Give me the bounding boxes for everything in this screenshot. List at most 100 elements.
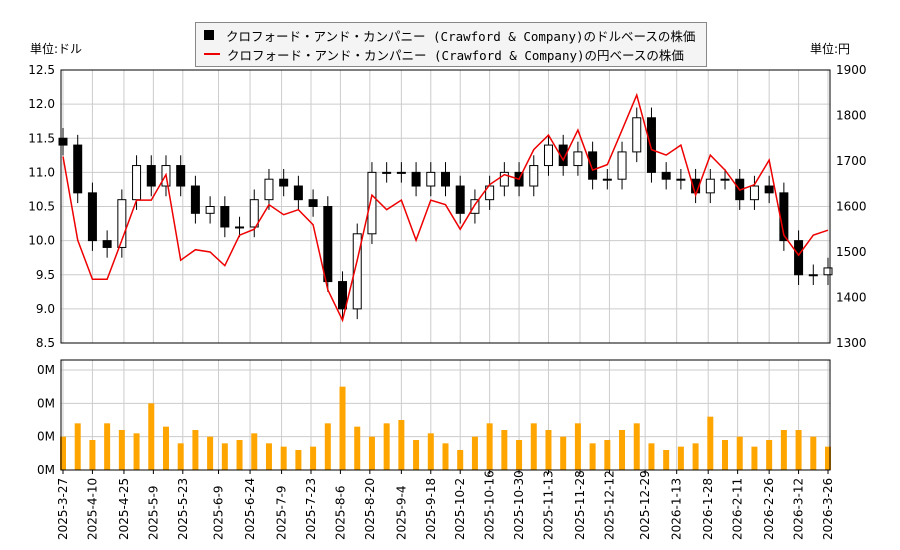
legend-item-usd: クロフォード・アンド・カンパニー (Crawford & Company)のドル…: [204, 26, 695, 44]
y-left-tick-label: 10.5: [28, 200, 55, 214]
legend-item-jpy: クロフォード・アンド・カンパニー (Crawford & Company)の円ベ…: [204, 45, 684, 63]
candle: [132, 165, 142, 201]
candle: [73, 144, 83, 194]
volume-tick-label: 0M: [37, 363, 55, 377]
candle: [749, 185, 759, 201]
candle: [352, 233, 362, 310]
y-left-tick-label: 12.5: [28, 63, 55, 77]
volume-plot-frame: [60, 359, 831, 471]
candle: [235, 226, 245, 229]
volume-bar: [310, 446, 317, 470]
volume-bar: [545, 430, 552, 470]
volume-bar: [780, 430, 787, 470]
volume-bar: [648, 443, 655, 470]
jpy-price-line: [62, 92, 829, 323]
volume-bar: [692, 443, 699, 470]
y-right-tick-label: 1400: [836, 291, 867, 305]
candle: [794, 240, 804, 276]
volume-bar: [74, 423, 81, 470]
y-left-tick-label: 9.0: [36, 302, 55, 316]
volume-bar: [339, 386, 346, 470]
x-tick-label: 2026-1-13: [670, 478, 684, 540]
candle: [396, 171, 406, 174]
x-tick-label: 2025-11-28: [573, 470, 587, 540]
volume-bar: [295, 450, 302, 470]
candle: [705, 178, 715, 194]
y-left-tick-label: 8.5: [36, 336, 55, 350]
candle: [367, 171, 377, 235]
volume-bar: [530, 423, 537, 470]
candle: [808, 274, 818, 277]
candle: [323, 206, 333, 283]
volume-bar: [707, 416, 714, 470]
x-tick-label: 2026-3-26: [821, 478, 835, 540]
x-tick-label: 2025-6-9: [212, 486, 226, 540]
candle: [485, 185, 495, 201]
candle: [382, 171, 392, 174]
volume-bar: [589, 443, 596, 470]
volume-bar: [604, 440, 611, 470]
volume-bar: [457, 450, 464, 470]
volume-bar: [192, 430, 199, 470]
y-right-tick-label: 1800: [836, 109, 867, 123]
volume-bar: [766, 440, 773, 470]
candle: [58, 137, 68, 146]
volume-bar: [722, 440, 729, 470]
candle: [249, 199, 259, 228]
volume-bar: [516, 440, 523, 470]
volume-bar: [280, 446, 287, 470]
x-tick-label: 2025-8-20: [363, 478, 377, 540]
legend-swatch-jpy: [204, 53, 220, 55]
candle: [646, 117, 656, 173]
x-tick-label: 2025-12-29: [638, 470, 652, 540]
volume-bar: [148, 403, 155, 470]
x-tick-label: 2026-2-11: [731, 478, 745, 540]
x-tick-label: 2025-10-16: [483, 470, 497, 540]
candle: [264, 178, 274, 201]
candle: [573, 151, 583, 167]
y-right-tick-label: 1300: [836, 336, 867, 350]
candle: [102, 240, 112, 248]
left-unit-label: 単位:ドル: [30, 42, 83, 56]
candle: [441, 171, 450, 187]
candle: [661, 171, 671, 180]
candle: [543, 144, 553, 167]
volume-bar: [60, 436, 66, 470]
x-tick-label: 2026-1-28: [701, 478, 715, 540]
candle: [87, 192, 97, 242]
y-right-tick-label: 1600: [836, 200, 867, 214]
candle: [720, 178, 730, 181]
candle: [205, 206, 215, 214]
volume-bar: [633, 423, 640, 470]
volume-bar: [413, 440, 420, 470]
volume-bar: [354, 426, 361, 470]
candle: [676, 178, 686, 181]
y-left-tick-label: 11.5: [28, 131, 55, 145]
candle: [558, 144, 568, 167]
candle: [470, 199, 480, 214]
candle: [176, 165, 186, 187]
x-tick-label: 2025-10-2: [453, 478, 467, 540]
volume-tick-label: 0M: [37, 430, 55, 444]
x-tick-label: 2025-11-13: [541, 470, 555, 540]
candle: [529, 165, 539, 187]
y-left-tick-label: 10.0: [28, 234, 55, 248]
volume-bar: [133, 433, 140, 470]
candle: [279, 178, 289, 187]
volume-bar: [619, 430, 626, 470]
volume-tick-label: 0M: [37, 463, 55, 477]
x-tick-label: 2025-10-30: [512, 470, 526, 540]
volume-bar: [560, 436, 567, 470]
x-tick-label: 2025-12-12: [602, 470, 616, 540]
x-tick-label: 2025-3-27: [56, 478, 70, 540]
x-tick-label: 2025-5-9: [146, 486, 160, 540]
candle: [293, 185, 303, 201]
volume-bar: [89, 440, 96, 470]
candle: [308, 199, 318, 208]
candle: [117, 199, 127, 248]
candle: [190, 185, 200, 214]
x-tick-label: 2025-7-9: [275, 486, 289, 540]
y-left-tick-label: 9.5: [36, 268, 55, 282]
candle: [617, 151, 627, 180]
